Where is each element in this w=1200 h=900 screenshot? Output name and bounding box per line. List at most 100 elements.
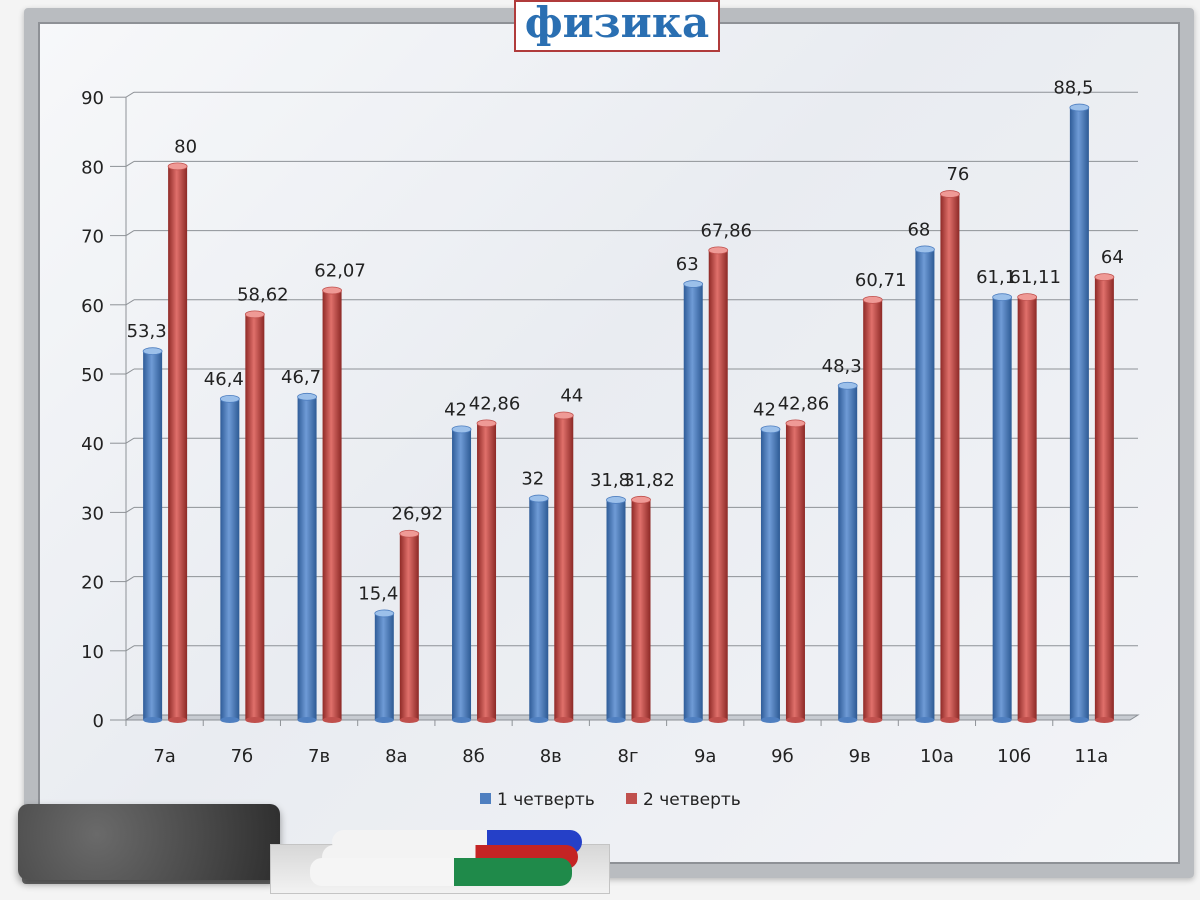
bar-base [631,717,651,723]
bar-base [168,717,188,723]
data-labels: 53,3 46,4 46,7 15,4 42 32 31,8 63 42 48,3 68 61,1 88… [127,78,1124,605]
bar-body [297,396,317,720]
x-tick-label: 8в [540,746,562,767]
gridline-depth [125,645,135,652]
data-label: 48,3 [822,356,862,377]
bar-base [374,717,394,723]
bar-base [683,717,703,723]
bar-base [399,717,419,723]
y-tick-label: 40 [81,434,104,455]
bar-top [476,419,497,428]
eraser [18,804,280,880]
bar-body [760,429,780,720]
bar-top [167,162,188,171]
bar-top [760,425,781,434]
bar-body [863,299,883,720]
data-label: 42,86 [469,393,521,414]
bar-body [374,613,394,720]
data-label: 42,86 [778,393,830,414]
data-label: 61,1 [976,267,1016,288]
data-label: 31,8 [590,470,630,491]
data-label: 58,62 [237,284,289,305]
bar-top [1094,273,1115,282]
bar-top [399,529,420,538]
data-label: 67,86 [700,220,752,241]
bar-top [297,392,317,401]
bar-series-2 [476,419,497,723]
bar-body [838,385,858,720]
bar-base [838,717,858,723]
bar-series-1 [606,496,626,723]
y-tick-label: 0 [93,711,104,732]
bar-body [399,533,419,720]
bar-base [1017,717,1037,723]
y-tick-label: 20 [81,573,104,594]
bar-top [553,411,574,420]
data-label: 76 [946,164,969,185]
bar-base [760,717,780,723]
gridline-depth [125,230,135,237]
bar-base [940,717,960,723]
x-tick-label: 9в [849,746,871,767]
gridline-depth [125,576,135,583]
data-label: 44 [560,386,583,407]
data-label: 64 [1101,247,1124,268]
bar-series-2 [553,411,574,723]
bar-series-1 [451,425,472,723]
bar-body [452,429,472,720]
bar-body [143,351,163,720]
data-label: 62,07 [314,260,366,281]
x-tick-label: 8б [462,746,485,767]
bar-body [1017,297,1037,720]
y-tick-label: 90 [81,88,104,109]
bar-series-2 [708,246,729,723]
bar-base [708,717,728,723]
bar-body [1069,107,1089,720]
bar-top [708,246,729,255]
x-tick-label: 9а [694,746,716,767]
bar-top [1069,103,1090,112]
bar-body [683,284,703,720]
bar-base [1094,717,1114,723]
bar-series-2 [1017,293,1038,723]
bar-body [708,250,728,720]
bar-series-2 [1094,273,1115,723]
bar-top [992,293,1013,302]
bar-body [220,398,240,720]
x-tick-label: 7а [153,746,175,767]
y-tick-label: 60 [81,296,104,317]
bar-series-2 [322,286,342,723]
bar-base [143,717,163,723]
bar-series-1 [915,245,935,723]
bar-top [451,425,472,434]
data-label: 15,4 [358,583,398,604]
title-banner: физика [514,0,720,52]
bar-base [785,717,805,723]
bar-base [529,717,549,723]
data-label: 60,71 [855,270,907,291]
gridline-depth [125,299,135,306]
bar-top [683,280,704,288]
bar-top [1017,293,1038,302]
bar-base [322,717,342,723]
bar-series-1 [760,425,781,723]
bar-top [244,310,265,319]
gridline-depth [125,160,135,167]
bar-series-2 [244,310,265,723]
bar-top [322,286,342,295]
bar-series-1 [992,293,1013,723]
legend: 1 четверть 2 четверть [480,790,741,810]
bar-top [528,494,549,503]
bar-body [477,423,497,720]
bar-body [554,415,574,720]
bar-top [142,347,163,356]
data-label: 46,7 [281,367,321,388]
x-tick-label: 7в [308,746,330,767]
data-label: 63 [676,254,699,275]
bar-top [915,245,935,254]
bar-top [940,190,960,198]
bar-body [322,290,342,720]
bar-top [631,495,651,504]
x-tick-label: 10а [920,746,954,767]
bar-series-2 [167,162,188,723]
